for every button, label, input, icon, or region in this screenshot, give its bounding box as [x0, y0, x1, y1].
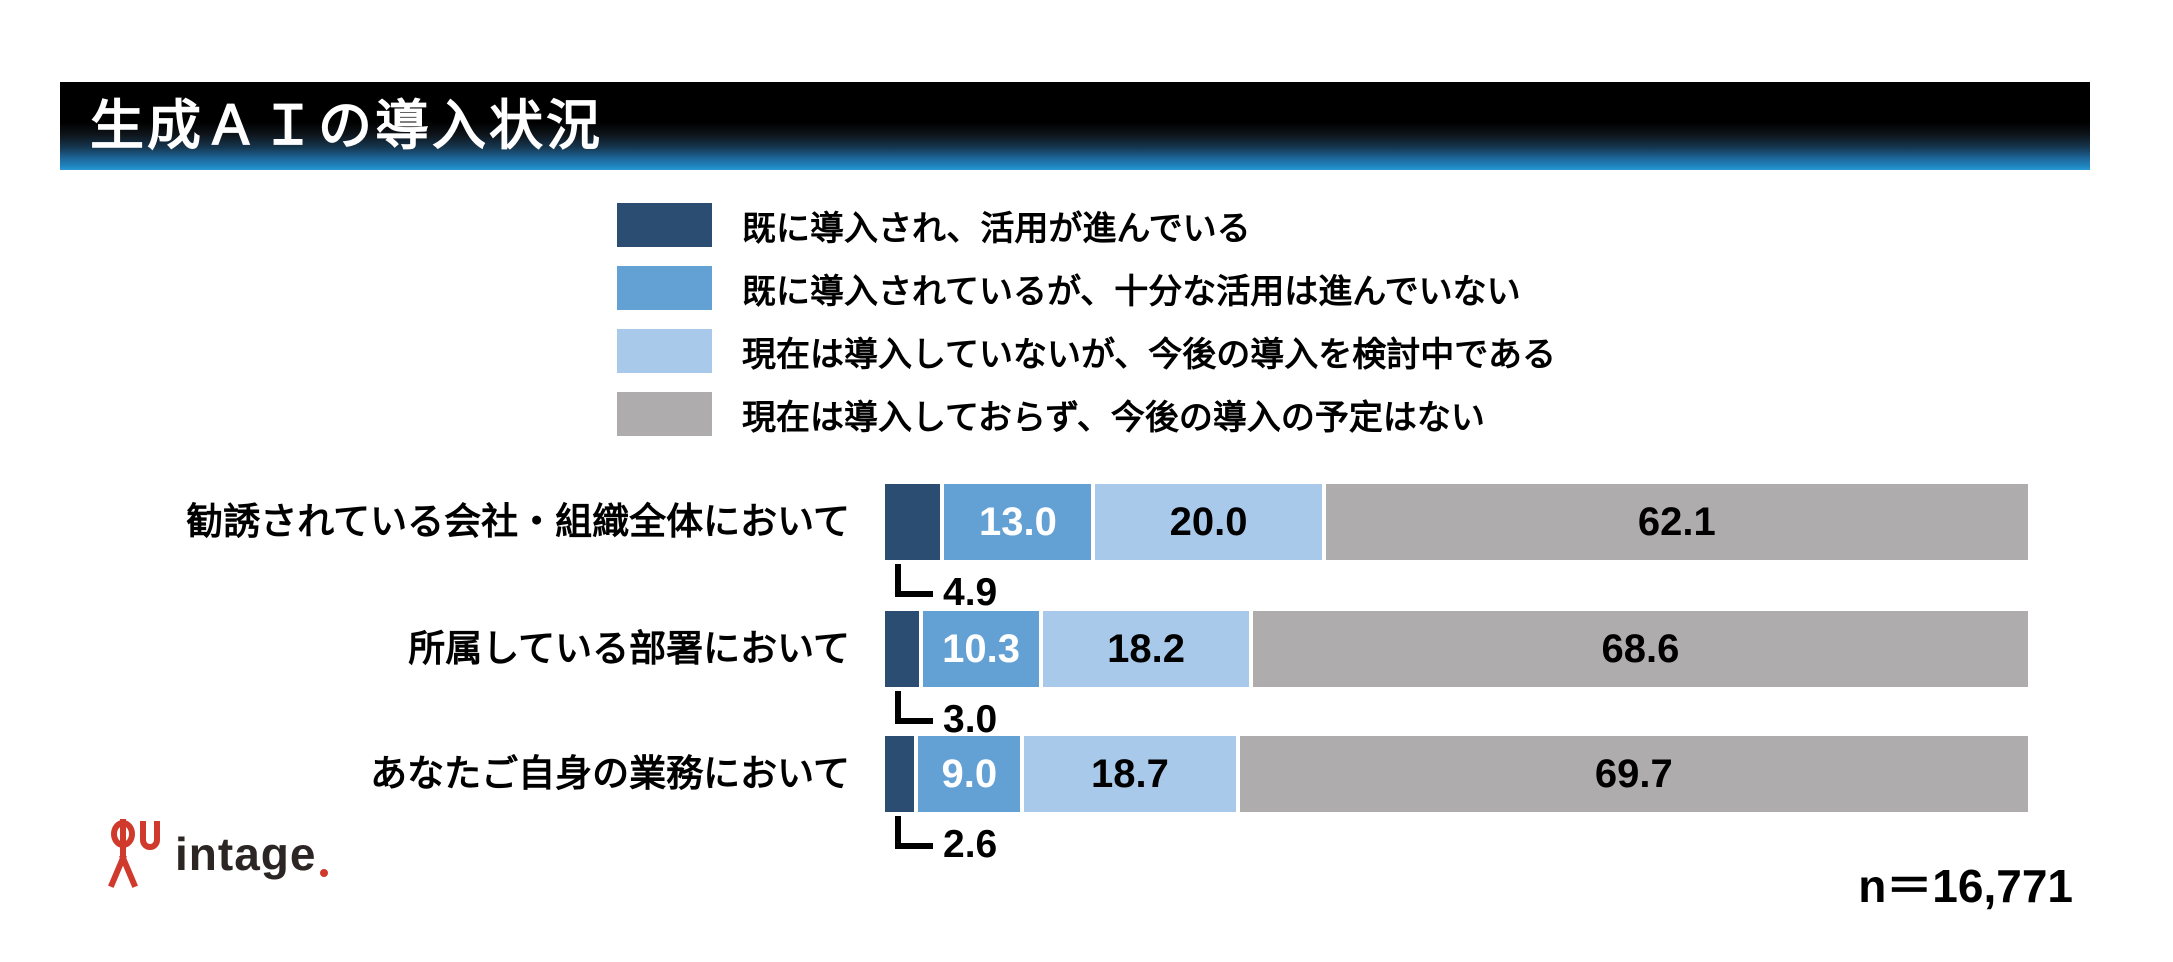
value-callout: 3.0 — [895, 690, 998, 741]
legend-swatch-icon — [617, 203, 712, 247]
bar-segment: 20.0 — [1095, 484, 1322, 560]
legend-item: 現在は導入しておらず、今後の導入の予定はない — [617, 392, 1556, 437]
bar-segment: 10.3 — [922, 611, 1040, 687]
bar-segment: 18.2 — [1043, 611, 1249, 687]
legend-item: 既に導入されているが、十分な活用は進んでいない — [617, 266, 1556, 311]
value-callout: 4.9 — [895, 563, 998, 614]
stacked-bar: 13.0 20.0 62.1 — [885, 484, 2028, 560]
legend-label: 現在は導入しておらず、今後の導入の予定はない — [742, 398, 1485, 437]
sample-size-label: n＝16,771 — [1858, 860, 2073, 912]
legend-swatch-icon — [617, 392, 712, 436]
value-callout: 2.6 — [895, 815, 998, 866]
intage-logo-mark-icon — [108, 819, 160, 888]
bar-segment — [885, 736, 915, 812]
elbow-connector-icon — [895, 691, 933, 724]
page-title: 生成ＡＩの導入状況 — [90, 96, 603, 156]
bar-segment: 68.6 — [1252, 611, 2028, 687]
elbow-connector-icon — [895, 816, 933, 849]
bar-segment — [885, 611, 919, 687]
callout-value: 3.0 — [943, 698, 998, 741]
callout-value: 4.9 — [943, 571, 998, 614]
bar-segment — [885, 484, 941, 560]
bar-segment: 62.1 — [1325, 484, 2028, 560]
legend-swatch-icon — [617, 329, 712, 373]
legend-swatch-icon — [617, 266, 712, 310]
row-label: 勧誘されている会社・組織全体において — [186, 501, 850, 542]
bar-segment: 9.0 — [918, 736, 1021, 812]
stacked-bar: 9.0 18.7 69.7 — [885, 736, 2029, 812]
row-label: 所属している部署において — [408, 628, 850, 669]
row-label: あなたご自身の業務において — [370, 753, 850, 794]
callout-value: 2.6 — [943, 823, 998, 866]
brand-logo: intage — [103, 818, 329, 890]
chart-legend: 既に導入され、活用が進んでいる 既に導入されているが、十分な活用は進んでいない … — [617, 203, 1556, 455]
title-bar: 生成ＡＩの導入状況 — [60, 82, 2090, 170]
legend-item: 現在は導入していないが、今後の導入を検討中である — [617, 329, 1556, 374]
stacked-bar: 10.3 18.2 68.6 — [885, 611, 2028, 687]
legend-item: 既に導入され、活用が進んでいる — [617, 203, 1556, 248]
bar-segment: 69.7 — [1239, 736, 2029, 812]
elbow-connector-icon — [895, 564, 933, 597]
bar-segment: 18.7 — [1024, 736, 1236, 812]
legend-label: 現在は導入していないが、今後の導入を検討中である — [742, 335, 1556, 374]
bar-segment: 13.0 — [944, 484, 1092, 560]
brand-dot-icon — [320, 869, 329, 877]
brand-wordmark: intage — [175, 827, 329, 881]
legend-label: 既に導入されているが、十分な活用は進んでいない — [742, 272, 1521, 311]
legend-label: 既に導入され、活用が進んでいる — [742, 209, 1251, 248]
